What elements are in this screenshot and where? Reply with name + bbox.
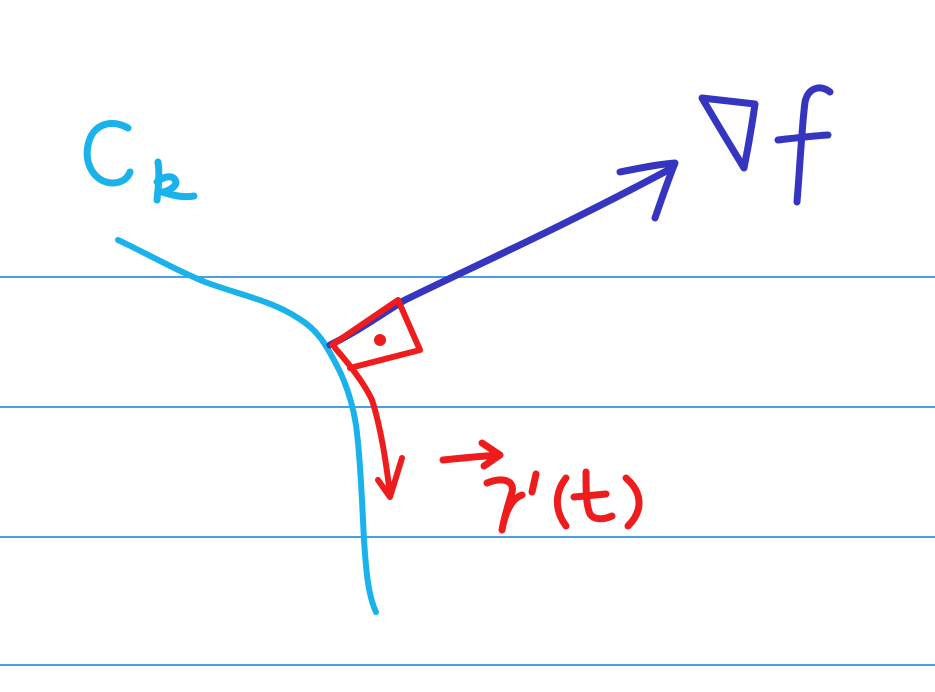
tangent-arrowhead (375, 455, 405, 500)
tangent-shaft (332, 345, 393, 498)
rule-lines (0, 276, 935, 666)
level-curve (115, 237, 379, 615)
tangent-arrow (332, 345, 405, 500)
right-angle-dot (374, 334, 386, 346)
gradient-label (698, 84, 834, 206)
tangent-label-vector-arrow (439, 439, 504, 470)
tangent-label-t (570, 468, 616, 523)
tangent-label (439, 439, 643, 534)
curve-label-c (83, 120, 134, 187)
tangent-label-open-paren (553, 474, 570, 530)
tangent-label-close-paren (622, 474, 643, 530)
right-angle-marker (329, 297, 423, 371)
curve-label (83, 120, 198, 204)
gradient-arrowhead (616, 159, 679, 222)
right-angle-box (329, 297, 423, 371)
gradient-label-nabla (698, 94, 759, 172)
gradient-arrow (326, 159, 679, 349)
curve-label-k (153, 158, 198, 204)
gradient-shaft (326, 164, 676, 349)
tangent-label-r (483, 476, 526, 534)
tangent-label-prime (528, 470, 540, 496)
gradient-label-f (774, 84, 834, 206)
